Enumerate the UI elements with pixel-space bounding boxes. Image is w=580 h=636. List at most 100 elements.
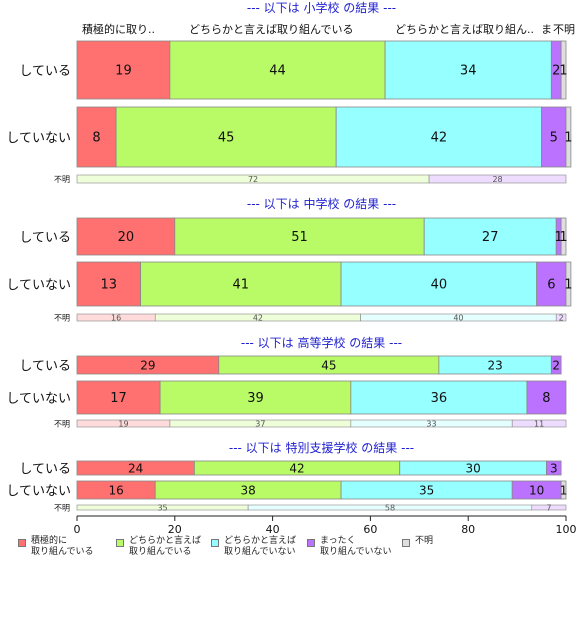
data-label: 28 — [492, 175, 502, 184]
data-label: 5 — [550, 131, 558, 146]
data-label: 1 — [555, 230, 563, 245]
legend-swatch-not-at-all — [307, 539, 315, 547]
legend-item-somewhat-active: どちらかと言えば 取り組んでいる — [116, 536, 201, 558]
x-tick-label: 100 — [556, 523, 577, 536]
data-label: 29 — [140, 358, 155, 372]
data-label: 58 — [385, 503, 395, 512]
bar-segment-not-at-all — [428, 174, 567, 184]
data-label: 72 — [248, 175, 258, 184]
data-label: 2 — [559, 313, 564, 322]
bar-segment-somewhat-active — [140, 261, 342, 307]
bar-segment-unknown — [565, 261, 572, 307]
bar-segment-not-at-all — [511, 419, 567, 428]
row-label: している — [19, 231, 71, 246]
data-label: 20 — [118, 230, 135, 245]
top-header-label: 積極的に取り.. — [82, 22, 155, 36]
bar-segment-not-at-all — [555, 313, 567, 322]
x-tick-label: 40 — [266, 523, 280, 536]
bar-segment-somewhat-not — [384, 40, 552, 100]
legend: 積極的に 取り組んでいる どちらかと言えば 取り組んでいる どちらかと言えば 取… — [18, 536, 578, 566]
data-label: 51 — [291, 230, 308, 245]
bar-segment-somewhat-not — [350, 380, 528, 415]
x-tick-label: 20 — [168, 523, 182, 536]
bar-segment-somewhat-active — [159, 380, 352, 415]
bar-segment-somewhat-active — [115, 106, 337, 168]
data-label: 2 — [552, 64, 560, 79]
bar-segment-not-at-all — [541, 106, 567, 168]
data-label: 19 — [115, 64, 132, 79]
legend-label-somewhat-active: どちらかと言えば 取り組んでいる — [129, 536, 202, 557]
row-label: している — [19, 359, 71, 374]
data-label: 1 — [559, 230, 567, 245]
row-label: していない — [6, 392, 71, 407]
data-label: 7 — [546, 503, 551, 512]
bar-segment-not-at-all — [536, 261, 567, 307]
bar-segment-somewhat-not — [335, 106, 542, 168]
top-header-label: どちらかと言えば取り組ん.. — [395, 23, 534, 36]
data-label: 33 — [426, 419, 436, 428]
data-label: 27 — [482, 230, 499, 245]
data-label: 1 — [564, 131, 572, 146]
data-label: 23 — [487, 358, 502, 372]
bar-segment-somewhat-not — [340, 261, 538, 307]
data-label: 24 — [128, 461, 143, 475]
legend-label-not-at-all: まったく 取り組んでいない — [320, 536, 392, 557]
data-label: 36 — [431, 391, 448, 406]
data-label: 42 — [289, 461, 304, 475]
data-label: 30 — [465, 461, 480, 475]
legend-item-active: 積極的に 取り組んでいる — [18, 536, 94, 558]
x-tick-label: 0 — [74, 523, 81, 536]
data-label: 8 — [542, 391, 550, 406]
bar-segment-active — [76, 261, 141, 307]
data-label: 8 — [92, 131, 100, 146]
top-header-label: ま — [541, 23, 552, 36]
panel-title: --- 以下は 高等学校 の結果 --- — [241, 335, 402, 350]
data-label: 17 — [110, 391, 127, 406]
legend-label-active: 積極的に 取り組んでいる — [31, 536, 94, 557]
data-label: 2 — [552, 358, 560, 372]
data-label: 1 — [564, 278, 572, 293]
bar-segment-somewhat-active — [169, 40, 386, 100]
bar-segment-unknown — [560, 217, 567, 256]
data-label: 40 — [431, 278, 448, 293]
data-label: 11 — [534, 419, 544, 428]
row-label: している — [19, 64, 71, 79]
data-label: 6 — [547, 278, 555, 293]
data-label: 34 — [460, 64, 477, 79]
row-label: している — [19, 462, 71, 477]
data-label: 10 — [529, 483, 544, 497]
data-label: 42 — [431, 131, 448, 146]
legend-label-unknown: 不明 — [415, 536, 434, 546]
bar-segment-active — [76, 217, 176, 256]
data-label: 45 — [218, 131, 235, 146]
panel-title: --- 以下は 小学校 の結果 --- — [247, 0, 396, 15]
panel-title: --- 以下は 中学校 の結果 --- — [247, 196, 396, 211]
legend-item-not-at-all: まったく 取り組んでいない — [307, 536, 392, 558]
data-label: 1 — [559, 64, 567, 79]
x-tick-label: 60 — [363, 523, 377, 536]
legend-item-somewhat-not: どちらかと言えば 取り組んでいない — [211, 536, 296, 558]
bar-segment-not-at-all — [526, 380, 567, 415]
bar-segment-unknown — [565, 106, 572, 168]
top-header-label: 不明 — [553, 23, 575, 36]
legend-swatch-somewhat-active — [116, 539, 124, 547]
data-label: 35 — [419, 483, 434, 497]
legend-label-somewhat-not: どちらかと言えば 取り組んでいない — [224, 536, 297, 557]
data-label: 1 — [560, 483, 568, 497]
data-label: 37 — [255, 419, 265, 428]
x-tick-label: 80 — [461, 523, 475, 536]
legend-swatch-unknown — [402, 539, 410, 547]
data-label: 39 — [247, 391, 264, 406]
data-label: 42 — [253, 313, 263, 322]
bar-segment-not-at-all — [550, 355, 562, 375]
legend-swatch-active — [18, 539, 26, 547]
row-label: していない — [6, 484, 71, 499]
bar-segment-not-at-all — [531, 504, 567, 511]
top-header-label: どちらかと言えば取り組んでいる — [189, 23, 353, 36]
data-label: 44 — [269, 64, 286, 79]
legend-swatch-somewhat-not — [211, 539, 219, 547]
legend-item-unknown: 不明 — [402, 536, 433, 547]
row-label: していない — [6, 278, 71, 293]
row-label: していない — [6, 131, 71, 146]
